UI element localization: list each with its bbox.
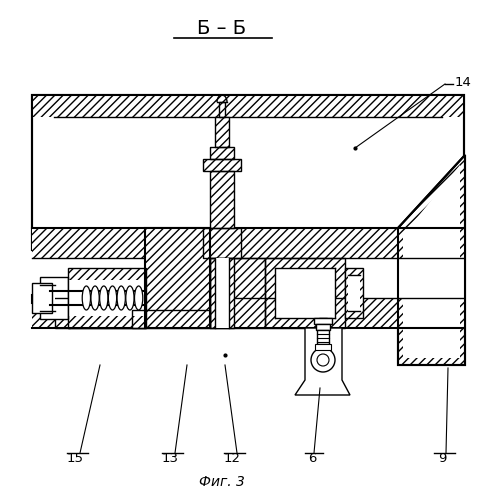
Bar <box>145 228 210 328</box>
Text: 14: 14 <box>455 76 472 88</box>
Bar <box>132 310 210 328</box>
Ellipse shape <box>100 286 108 310</box>
Ellipse shape <box>117 286 125 310</box>
Bar <box>203 228 241 258</box>
Bar <box>68 316 146 328</box>
Bar <box>32 298 464 328</box>
Bar <box>40 277 68 319</box>
Bar <box>32 95 464 250</box>
Polygon shape <box>295 328 350 395</box>
Ellipse shape <box>91 286 99 310</box>
Bar <box>32 228 464 250</box>
Bar <box>132 310 210 328</box>
Bar <box>314 318 332 324</box>
Bar <box>55 268 70 328</box>
Bar <box>32 258 464 298</box>
Bar <box>215 117 229 147</box>
Bar <box>215 117 229 147</box>
Bar <box>265 258 345 328</box>
Bar <box>319 318 327 350</box>
Bar <box>215 117 229 147</box>
Text: 12: 12 <box>223 452 241 464</box>
Bar <box>132 310 210 328</box>
Bar <box>68 316 146 328</box>
Bar <box>265 258 345 328</box>
Bar <box>210 258 265 328</box>
Bar <box>345 268 363 318</box>
Bar <box>32 95 464 117</box>
Text: 15: 15 <box>67 452 83 464</box>
Bar <box>345 268 363 318</box>
Text: 13: 13 <box>162 452 178 464</box>
Bar <box>210 147 234 159</box>
Bar <box>210 258 234 328</box>
Bar <box>210 171 234 228</box>
Ellipse shape <box>82 286 90 310</box>
Bar <box>210 171 234 228</box>
Bar <box>68 268 146 328</box>
Bar <box>210 258 265 328</box>
Bar <box>68 268 146 280</box>
Text: Б – Б: Б – Б <box>198 18 247 38</box>
Bar <box>32 298 464 328</box>
Text: Фиг. 3: Фиг. 3 <box>199 475 245 489</box>
Bar <box>68 268 146 328</box>
Bar <box>68 268 146 280</box>
Bar <box>210 258 265 328</box>
Bar <box>265 258 345 328</box>
Bar <box>210 258 234 328</box>
Bar <box>145 228 210 328</box>
Bar <box>210 171 234 228</box>
Bar <box>54 117 442 228</box>
Bar <box>145 228 210 328</box>
Bar <box>32 228 464 258</box>
Bar <box>203 159 241 171</box>
Bar <box>210 147 234 159</box>
Circle shape <box>311 348 335 372</box>
Bar <box>32 283 52 313</box>
Bar <box>215 258 229 328</box>
Bar <box>219 102 225 117</box>
Bar <box>203 159 241 171</box>
Bar <box>40 285 55 311</box>
Bar <box>203 228 241 258</box>
Bar <box>219 102 225 117</box>
Bar <box>316 324 330 330</box>
Bar <box>317 330 329 344</box>
Bar <box>345 268 363 318</box>
Bar <box>32 95 464 117</box>
Bar <box>315 344 331 350</box>
Bar <box>68 280 146 316</box>
Text: 9: 9 <box>438 452 446 464</box>
Polygon shape <box>398 155 465 365</box>
Text: 6: 6 <box>308 452 316 464</box>
Ellipse shape <box>126 286 134 310</box>
Bar <box>219 102 225 117</box>
Bar <box>32 228 464 250</box>
Bar <box>210 258 234 328</box>
Bar <box>32 95 464 250</box>
Bar <box>203 228 241 258</box>
Bar <box>348 275 360 311</box>
Ellipse shape <box>134 286 143 310</box>
Ellipse shape <box>108 286 117 310</box>
Bar <box>203 159 241 171</box>
Polygon shape <box>403 165 460 358</box>
Circle shape <box>317 354 329 366</box>
Bar <box>210 147 234 159</box>
Bar <box>32 228 464 258</box>
Bar <box>275 268 335 318</box>
